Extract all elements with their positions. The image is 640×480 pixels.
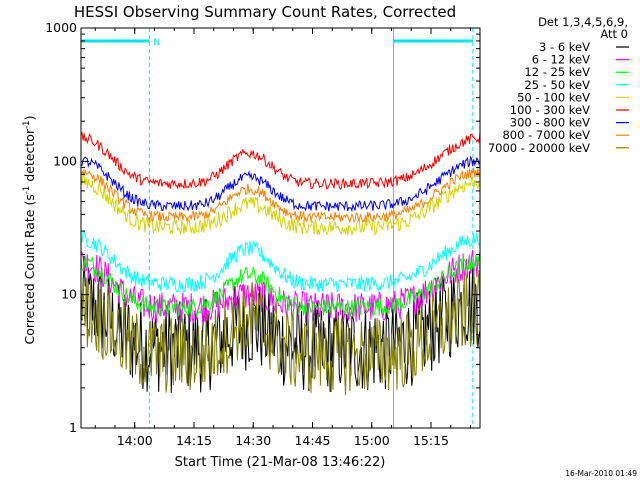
axes: 14:00 14:15 14:30 14:45 15:00 15:15 1 10 100 1000 (45, 20, 481, 448)
chart-title: HESSI Observing Summary Count Rates, Cor… (74, 3, 456, 21)
legend-label-5: 100 - 300 keV (510, 103, 590, 117)
x-tick-label-4: 15:00 (354, 433, 390, 448)
series-layer (80, 131, 481, 396)
series-line-5 (80, 131, 481, 190)
y-tick-label-2: 100 (53, 153, 77, 168)
series-line-8 (80, 270, 481, 396)
x-tick-label-5: 15:15 (413, 433, 449, 448)
legend-label-3: 25 - 50 keV (524, 78, 590, 92)
legend-label-6: 300 - 800 keV (510, 116, 590, 130)
legend-label-0: 3 - 6 keV (539, 40, 590, 54)
footer-date: 16-Mar-2010 01:49 (565, 469, 637, 478)
x-tick-label-1: 14:15 (176, 433, 212, 448)
x-tick-label-0: 14:00 (117, 433, 153, 448)
legend-label-4: 50 - 100 keV (517, 90, 590, 104)
plot-frame (80, 27, 481, 429)
legend-header-attenuator: Att 0 (600, 27, 628, 41)
series-line-4 (80, 172, 481, 236)
x-axis-label: Start Time (21-Mar-08 13:46:22) (175, 455, 386, 470)
series-line-6 (80, 155, 481, 213)
series-line-1 (80, 249, 481, 324)
legend-label-1: 6 - 12 keV (532, 53, 590, 67)
y-axis-label: Corrected Count Rate (s-1 detector-1) (22, 116, 37, 345)
x-tick-label-2: 14:30 (235, 433, 271, 448)
y-tick-label-0: 1 (69, 420, 77, 435)
legend-label-8: 7000 - 20000 keV (488, 141, 590, 155)
legend-label-2: 12 - 25 keV (524, 65, 590, 79)
series-line-7 (80, 167, 481, 224)
series-line-3 (80, 230, 481, 294)
legend-label-7: 800 - 7000 keV (502, 128, 590, 142)
y-tick-label-3: 1000 (45, 20, 77, 35)
y-tick-label-1: 10 (61, 287, 77, 302)
x-tick-label-3: 14:45 (294, 433, 330, 448)
legend-header-detectors: Det 1,3,4,5,6,9, (538, 15, 628, 29)
annotation-n: N (153, 38, 160, 48)
series-line-2 (80, 254, 481, 318)
